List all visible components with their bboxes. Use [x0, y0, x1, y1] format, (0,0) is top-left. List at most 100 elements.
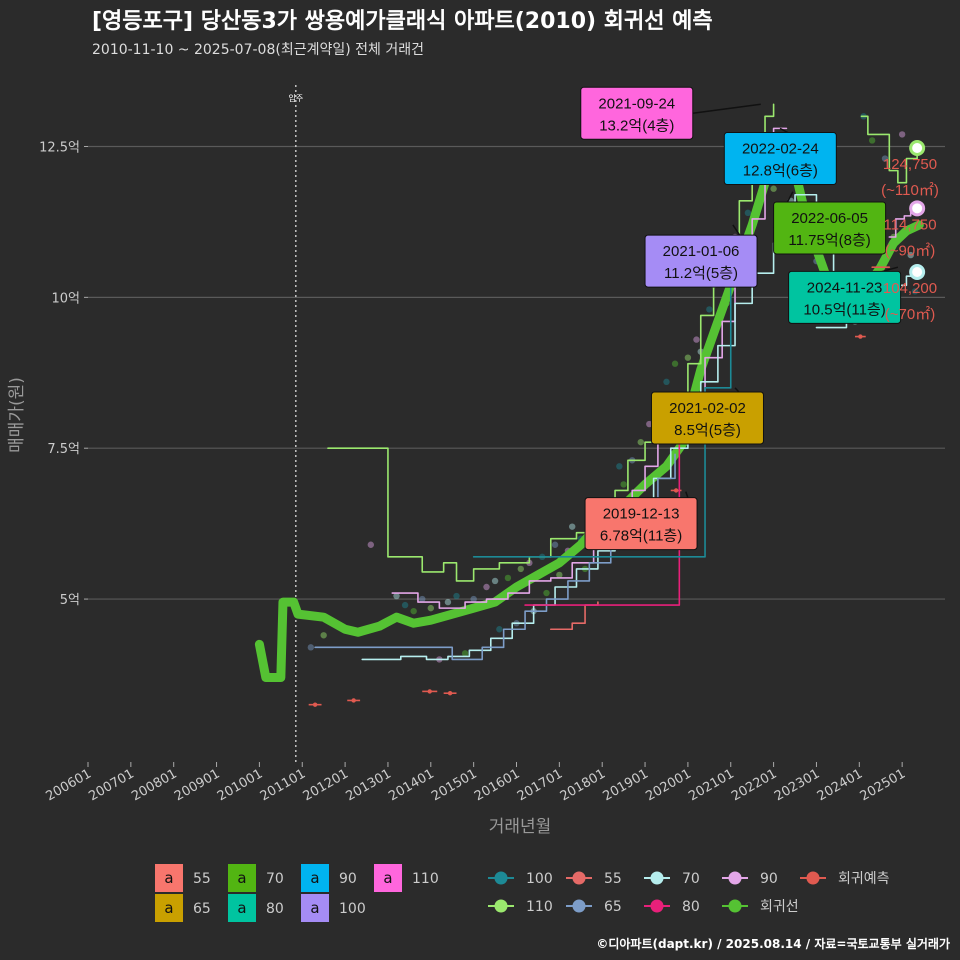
- annotation-box: [580, 86, 694, 140]
- annotation-value: 6.78억(11층): [600, 528, 682, 545]
- end-point-110: [909, 139, 926, 156]
- scatter-point: [671, 360, 679, 367]
- scatter-point: [461, 650, 469, 657]
- legend-fill-glyph: a: [310, 899, 319, 917]
- scatter-point: [911, 288, 919, 295]
- scatter-point: [367, 541, 375, 548]
- annotation-leader: [692, 103, 761, 115]
- legend-fill-swatch: [155, 864, 183, 892]
- legend-fill-label: 80: [266, 901, 284, 917]
- scatter-point: [569, 523, 576, 530]
- legend-fill-glyph: a: [310, 869, 319, 887]
- scatter-point: [706, 306, 713, 313]
- annotation-box: [650, 391, 764, 445]
- legend-line-label: 70: [682, 871, 700, 887]
- scatter-point: [744, 209, 752, 217]
- y-tick-label: 12.5억: [39, 140, 80, 155]
- move-in-label: 입주: [288, 94, 303, 103]
- end-label-price: 104,200: [883, 280, 937, 297]
- legend-line-label: 100: [526, 871, 553, 887]
- scatter-point: [663, 378, 670, 386]
- y-axis: 5억 7.5억 10억 12.5억: [39, 140, 88, 608]
- annotation-box: [584, 497, 698, 551]
- chart-title: [영등포구] 당산동3가 쌍용예가클래식 아파트(2010) 회귀선 예측: [92, 9, 713, 34]
- annotations: 2021-09-24 13.2억(4층) 2022-02-24 12.8억(6층) 20…: [580, 86, 902, 551]
- scatter-point: [637, 438, 644, 446]
- short-segment-point: [312, 702, 318, 707]
- legend-line-dot: [572, 899, 586, 913]
- y-axis-title: 매매가(원): [7, 377, 27, 453]
- legend-fill-swatch: [301, 864, 329, 892]
- annotation-box: [773, 201, 887, 255]
- scatter-point: [684, 354, 692, 361]
- legend-fill-label: 90: [339, 871, 357, 887]
- series-line-110b: [860, 115, 918, 184]
- scatter-point: [483, 583, 490, 591]
- scatter-point: [517, 565, 524, 573]
- annotation-value: 10.5억(11층): [803, 301, 885, 318]
- scatter-point: [898, 131, 906, 138]
- scatter-point: [907, 251, 914, 259]
- legend-fill-swatch: [301, 894, 329, 922]
- scatter-point: [410, 607, 417, 615]
- legend-line-label: 회귀예측: [838, 871, 890, 887]
- y-tick-label: 7.5억: [47, 442, 80, 457]
- x-axis-title: 거래년월: [489, 817, 552, 837]
- short-segment-point: [351, 698, 356, 703]
- legend-line-label: 80: [682, 899, 700, 915]
- legend-fill-swatch: [374, 864, 402, 892]
- annotation-value: 12.8억(6층): [743, 163, 818, 180]
- end-label-area: (~90㎡): [885, 242, 935, 259]
- caption: ©디아파트(dapt.kr) / 2025.08.14 / 자료=국토교통부 실…: [596, 936, 950, 951]
- scatter-point: [491, 577, 499, 585]
- legend-line-dot: [572, 871, 586, 885]
- annotation-value: 13.2억(4층): [599, 117, 674, 134]
- legend-line-dot: [650, 899, 664, 913]
- short-segment-point: [858, 334, 863, 339]
- scatter-point: [881, 155, 889, 162]
- y-tick-label: 5억: [60, 593, 80, 608]
- annotation-date: 2021-09-24: [598, 95, 675, 112]
- legend-fill-glyph: a: [237, 869, 246, 887]
- scatter-point: [543, 589, 550, 597]
- scatter-point: [470, 595, 477, 603]
- annotation-value: 8.5억(5층): [674, 422, 741, 439]
- scatter-point: [419, 595, 426, 603]
- annotation-box: [723, 132, 837, 186]
- scatter-point: [646, 420, 653, 428]
- end-label-price: 124,750: [883, 156, 937, 173]
- legend-line-dot: [650, 871, 664, 885]
- short-segment-point: [427, 689, 432, 694]
- end-label-price: 114,750: [883, 216, 936, 233]
- short-segments: [308, 334, 866, 707]
- legend-fill-label: 65: [193, 901, 211, 917]
- legend-line-dot: [494, 871, 508, 885]
- legend-fill-label: 70: [266, 871, 284, 887]
- legend-line-dot: [806, 871, 820, 885]
- scatter-point: [770, 185, 777, 192]
- annotation-date: 2024-11-23: [807, 279, 883, 296]
- scatter-point: [504, 574, 512, 582]
- legend-line-dot: [728, 899, 742, 913]
- annotation-date: 2019-12-13: [603, 506, 680, 523]
- legend-line-label: 110: [526, 899, 553, 915]
- scatter-point: [444, 598, 452, 606]
- scatter-point: [693, 336, 700, 343]
- legend-fill-label: 110: [412, 871, 439, 887]
- annotation-box: [788, 270, 902, 324]
- annotation-value: 11.75억(8층): [788, 232, 870, 249]
- end-labels: 124,750 (~110㎡) 114,750 (~90㎡) 104,200 (~70㎡): [881, 156, 939, 323]
- legend: a 55 a 70 a 90 a 110 a 65 a 80 a 100 100 55 70 90 회귀예측 110 6…: [155, 864, 890, 922]
- scatter-point: [620, 481, 627, 488]
- scatter-point: [393, 592, 400, 600]
- legend-line-dot: [728, 871, 742, 885]
- short-segment-point: [447, 691, 453, 696]
- end-point-70: [909, 264, 926, 280]
- legend-fill-glyph: a: [164, 899, 173, 917]
- scatter-point: [307, 644, 315, 651]
- legend-fill-glyph: a: [237, 899, 246, 917]
- legend-fill-swatch: [228, 864, 256, 892]
- annotation-date: 2021-01-06: [663, 243, 740, 260]
- short-segment-point: [673, 488, 679, 493]
